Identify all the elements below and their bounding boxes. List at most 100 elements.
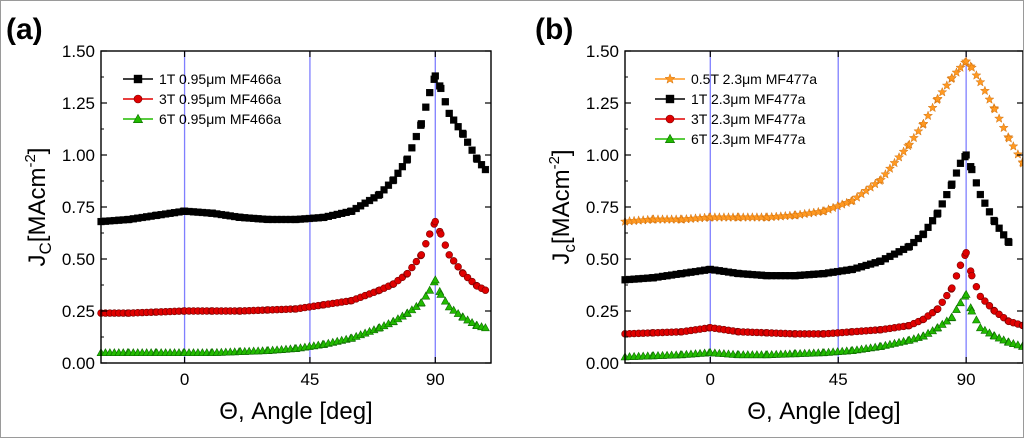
data-point <box>468 146 476 154</box>
data-point <box>943 291 951 300</box>
data-point <box>445 109 453 118</box>
data-point <box>952 304 961 313</box>
data-point <box>904 139 915 149</box>
data-point <box>394 169 402 177</box>
data-point <box>450 116 458 124</box>
data-point <box>403 269 412 278</box>
data-point <box>403 155 412 163</box>
y-axis-close: ] <box>24 148 51 155</box>
y-axis-exp: -2 <box>546 156 563 169</box>
data-point <box>975 76 986 87</box>
data-point <box>984 94 995 104</box>
data-point <box>467 318 477 326</box>
y-axis-title: Jc[MAcm-2] <box>546 149 579 264</box>
data-point <box>918 118 929 129</box>
data-point <box>976 292 985 301</box>
data-point <box>938 200 946 208</box>
data-point <box>905 242 913 251</box>
data-point <box>875 174 886 185</box>
data-point <box>421 291 431 300</box>
data-point <box>417 120 425 128</box>
legend-marker <box>132 113 144 123</box>
data-point <box>481 165 490 174</box>
chart-panel-a: (a) 0.00 0.25 0.50 0.75 1.00 1.25 1.50 0 45 90 Θ, A… <box>6 13 492 425</box>
data-point <box>1003 133 1014 143</box>
data-point <box>967 306 977 315</box>
data-point <box>481 286 490 294</box>
data-point <box>1005 238 1013 246</box>
data-point <box>464 138 472 146</box>
legend-label: 3T 2.3μm MF477a <box>691 111 806 127</box>
data-point <box>913 126 924 136</box>
x-tick-label: 45 <box>829 370 848 389</box>
series-square-1 <box>621 151 1013 284</box>
data-point <box>937 86 948 97</box>
data-point <box>952 169 961 177</box>
data-point <box>473 155 481 163</box>
y-axis-sub: C <box>36 242 55 254</box>
data-point <box>946 72 957 83</box>
y-tick-label: 0.00 <box>62 354 95 373</box>
data-point <box>431 217 439 226</box>
y-tick-label: 0.25 <box>62 302 95 321</box>
y-tick-label: 0.25 <box>586 302 619 321</box>
data-point <box>938 298 946 306</box>
data-point <box>437 230 445 238</box>
y-tick-label: 1.25 <box>586 94 619 113</box>
data-point <box>981 297 989 305</box>
data-point <box>459 130 467 138</box>
y-axis-unit: [MAcm <box>548 169 575 244</box>
legend-marker <box>664 133 676 143</box>
data-point <box>975 323 985 332</box>
data-point <box>999 335 1009 344</box>
x-axis-title: Θ, Angle [deg] <box>219 398 372 425</box>
data-point <box>430 275 440 284</box>
data-point <box>449 305 459 314</box>
data-point <box>880 169 891 179</box>
data-point <box>955 62 966 72</box>
data-point <box>431 72 439 80</box>
data-point <box>384 181 393 189</box>
y-tick-label: 0.50 <box>62 250 95 269</box>
data-point <box>985 302 994 310</box>
data-point <box>417 251 426 259</box>
data-point <box>426 230 434 238</box>
legend-label: 0.5T 2.3μm MF477a <box>691 71 817 87</box>
data-point <box>1000 231 1008 239</box>
x-tick-label: 0 <box>180 370 189 389</box>
y-axis-unit: [MAcm <box>24 168 51 243</box>
x-tick-label: 90 <box>426 370 445 389</box>
legend-marker <box>665 114 675 124</box>
data-point <box>923 110 934 121</box>
data-point <box>441 241 450 249</box>
data-point <box>934 209 942 217</box>
data-point <box>985 208 994 216</box>
data-point <box>961 56 972 66</box>
data-point <box>989 103 1000 114</box>
data-point <box>477 161 486 169</box>
data-point <box>454 263 462 271</box>
data-point <box>398 163 407 171</box>
y-tick-label: 0.50 <box>586 250 619 269</box>
data-point <box>961 289 971 298</box>
data-point <box>380 186 388 194</box>
series-circle-2 <box>621 249 1023 338</box>
legend-marker <box>133 74 143 84</box>
data-point <box>948 180 956 188</box>
y-axis-main: J <box>24 254 51 266</box>
data-point <box>941 80 952 90</box>
data-point <box>968 271 976 280</box>
legend-label: 1T 0.95μm MF466a <box>159 71 281 87</box>
legend-label: 3T 0.95μm MF466a <box>159 91 281 107</box>
y-tick-label: 1.50 <box>62 42 95 61</box>
data-point <box>951 67 962 77</box>
data-point <box>908 132 919 143</box>
data-point <box>449 257 458 265</box>
data-point <box>981 199 989 207</box>
data-point <box>952 272 961 280</box>
data-point <box>894 152 905 162</box>
data-point <box>956 261 965 269</box>
y-tick-label: 1.00 <box>586 146 619 165</box>
data-point <box>444 302 454 311</box>
